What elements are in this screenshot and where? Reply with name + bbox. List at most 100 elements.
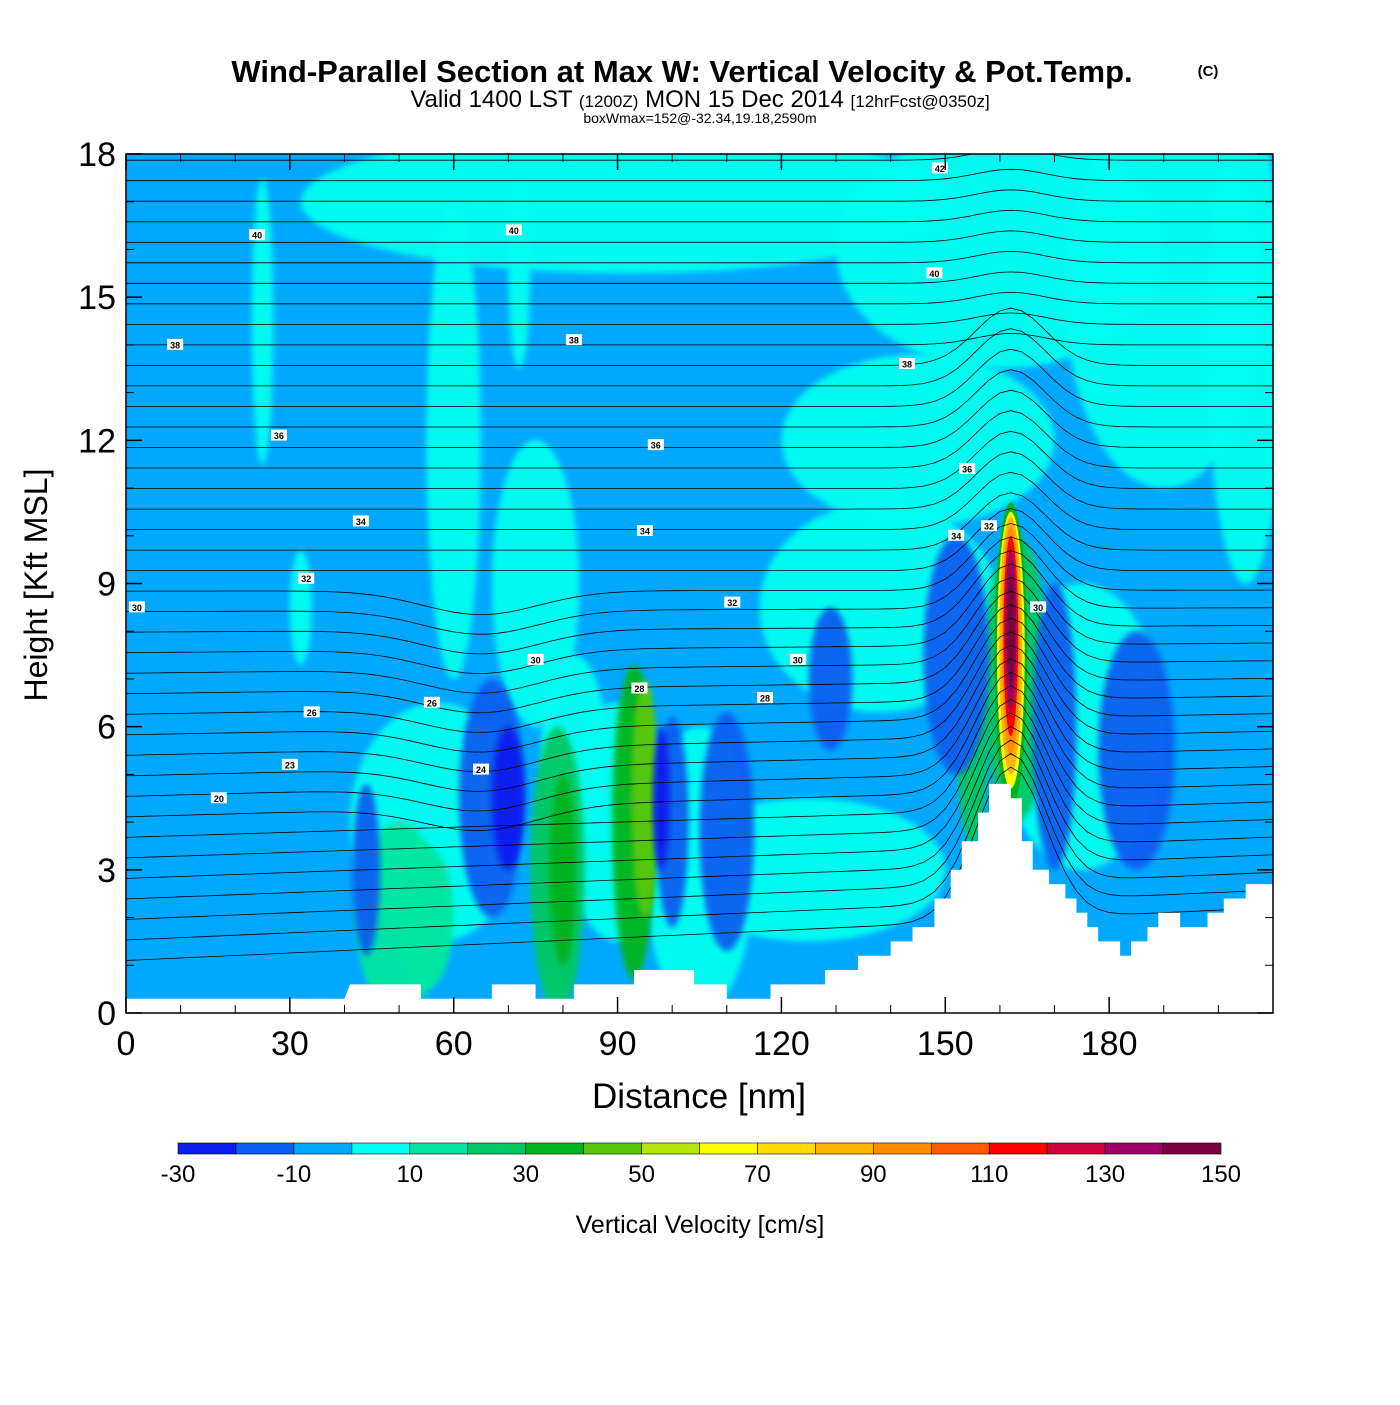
theta-label-text: 34 [951,531,961,541]
theta-label-bg [899,357,916,369]
chart-subtitle: Valid 1400 LST (1200Z) MON 15 Dec 2014 [… [410,86,989,113]
theta-contour-10 [126,631,1273,773]
theta-label-5: 28 [631,682,648,694]
theta-label-7: 30 [128,601,145,613]
theta-label-bg [303,706,320,718]
x-axis-label: Distance [nm] [592,1077,806,1116]
plot-area: 20 23 24 26 26 28 28 30 30 30 30 32 32 32 34 34 34 36 36 36… [126,154,1273,1013]
theta-label-9: 30 [789,653,806,665]
colorbar-swatch-17 [1162,1142,1222,1155]
theta-contour-19 [126,508,1273,571]
theta-label-bg [249,229,266,241]
theta-contour-labels: 20 23 24 26 26 28 28 30 30 30 30 32 32 32 34 34 34 36 36 36… [128,162,1047,804]
theta-label-text: 42 [935,164,945,174]
theta-label-26: 42 [931,162,948,174]
theta-contour-38 [126,168,1273,182]
colorbar-swatch-8 [641,1142,700,1155]
theta-label-bg [926,267,943,279]
theta-contour-9 [126,644,1273,792]
theta-contour-34 [126,250,1273,264]
theta-label-text: 40 [252,231,262,241]
theta-contour-16 [126,550,1273,655]
theta-label-12: 32 [724,596,741,608]
theta-label-2: 24 [473,763,490,775]
y-tick-label-0: 0 [97,995,116,1033]
subtitle-valid: Valid 1400 LST [410,86,573,113]
y-tick-label-6: 6 [97,709,116,747]
theta-label-bg [757,692,774,704]
colorbar-swatch-2 [293,1142,353,1155]
theta-label-20: 38 [167,338,184,350]
theta-label-bg [1030,601,1047,613]
theta-contours [126,154,1273,961]
velocity-field [251,154,1273,1013]
theta-contour-7 [126,671,1273,832]
x-tick-label-180: 180 [1081,1025,1138,1063]
y-tick-label-18: 18 [78,136,116,174]
theta-label-4: 26 [423,696,440,708]
theta-label-text: 32 [984,522,994,532]
theta-contour-29 [126,307,1273,366]
colorbar-tick-label: 30 [512,1161,539,1188]
subtitle-utc: (1200Z) [579,92,639,111]
colorbar-tick-label: 50 [628,1161,655,1188]
theta-contour-3 [126,726,1273,900]
theta-contour-28 [126,328,1273,387]
y-tick-label-12: 12 [78,422,116,460]
y-tick-label-3: 3 [97,852,116,890]
theta-label-bg [724,596,741,608]
theta-label-text: 28 [760,694,770,704]
colorbar-swatch-7 [583,1142,642,1155]
x-tick-label-0: 0 [117,1025,136,1063]
theta-label-bg [948,529,965,541]
theta-label-15: 34 [636,525,653,537]
theta-label-bg [473,763,490,775]
theta-label-23: 40 [249,229,266,241]
theta-label-text: 40 [509,226,519,236]
theta-label-bg [980,520,997,532]
theta-contour-20 [126,492,1273,551]
theta-contour-23 [126,430,1273,489]
theta-label-bg [281,758,298,770]
theta-label-bg [931,162,948,174]
theta-label-text: 30 [132,603,142,613]
theta-label-bg [210,792,227,804]
theta-contour-24 [126,410,1273,469]
theta-contour-13 [126,590,1273,714]
theta-label-22: 38 [899,357,916,369]
theta-label-bg [789,653,806,665]
theta-label-21: 38 [565,334,582,346]
theta-label-bg [270,429,287,441]
theta-contour-32 [126,291,1273,305]
theta-label-bg [423,696,440,708]
theta-contour-22 [126,451,1273,510]
theta-label-text: 36 [962,464,972,474]
velocity-cell-21 [631,679,659,918]
theta-label-bg [128,601,145,613]
colorbar-swatch-3 [351,1142,411,1155]
theta-label-10: 30 [1030,601,1047,613]
theta-label-text: 36 [274,431,284,441]
velocity-cell-22 [549,774,577,966]
velocity-cell-4 [781,354,1055,527]
theta-label-text: 34 [640,527,650,537]
terrain-mask [126,783,1273,1013]
colorbar-tick-label: 150 [1201,1161,1241,1188]
velocity-cell-32 [808,607,853,751]
theta-label-text: 30 [531,655,541,665]
theta-label-text: 30 [793,655,803,665]
theta-label-text: 40 [929,269,939,279]
theta-contour-26 [126,369,1273,428]
theta-label-text: 30 [1033,603,1043,613]
theta-label-3: 26 [303,706,320,718]
theta-label-text: 20 [214,794,224,804]
colorbar-swatch-5 [467,1142,526,1155]
theta-contour-2 [126,739,1273,920]
velocity-cell-31 [923,535,989,775]
theta-label-6: 28 [757,692,774,704]
theta-label-text: 38 [170,340,180,350]
theta-contour-8 [126,658,1273,812]
velocity-cell-10 [289,550,312,665]
theta-label-text: 38 [902,359,912,369]
